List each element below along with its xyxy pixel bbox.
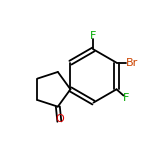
- Text: F: F: [90, 31, 97, 41]
- Text: O: O: [55, 114, 64, 124]
- Text: Br: Br: [126, 58, 138, 68]
- Text: F: F: [123, 93, 129, 103]
